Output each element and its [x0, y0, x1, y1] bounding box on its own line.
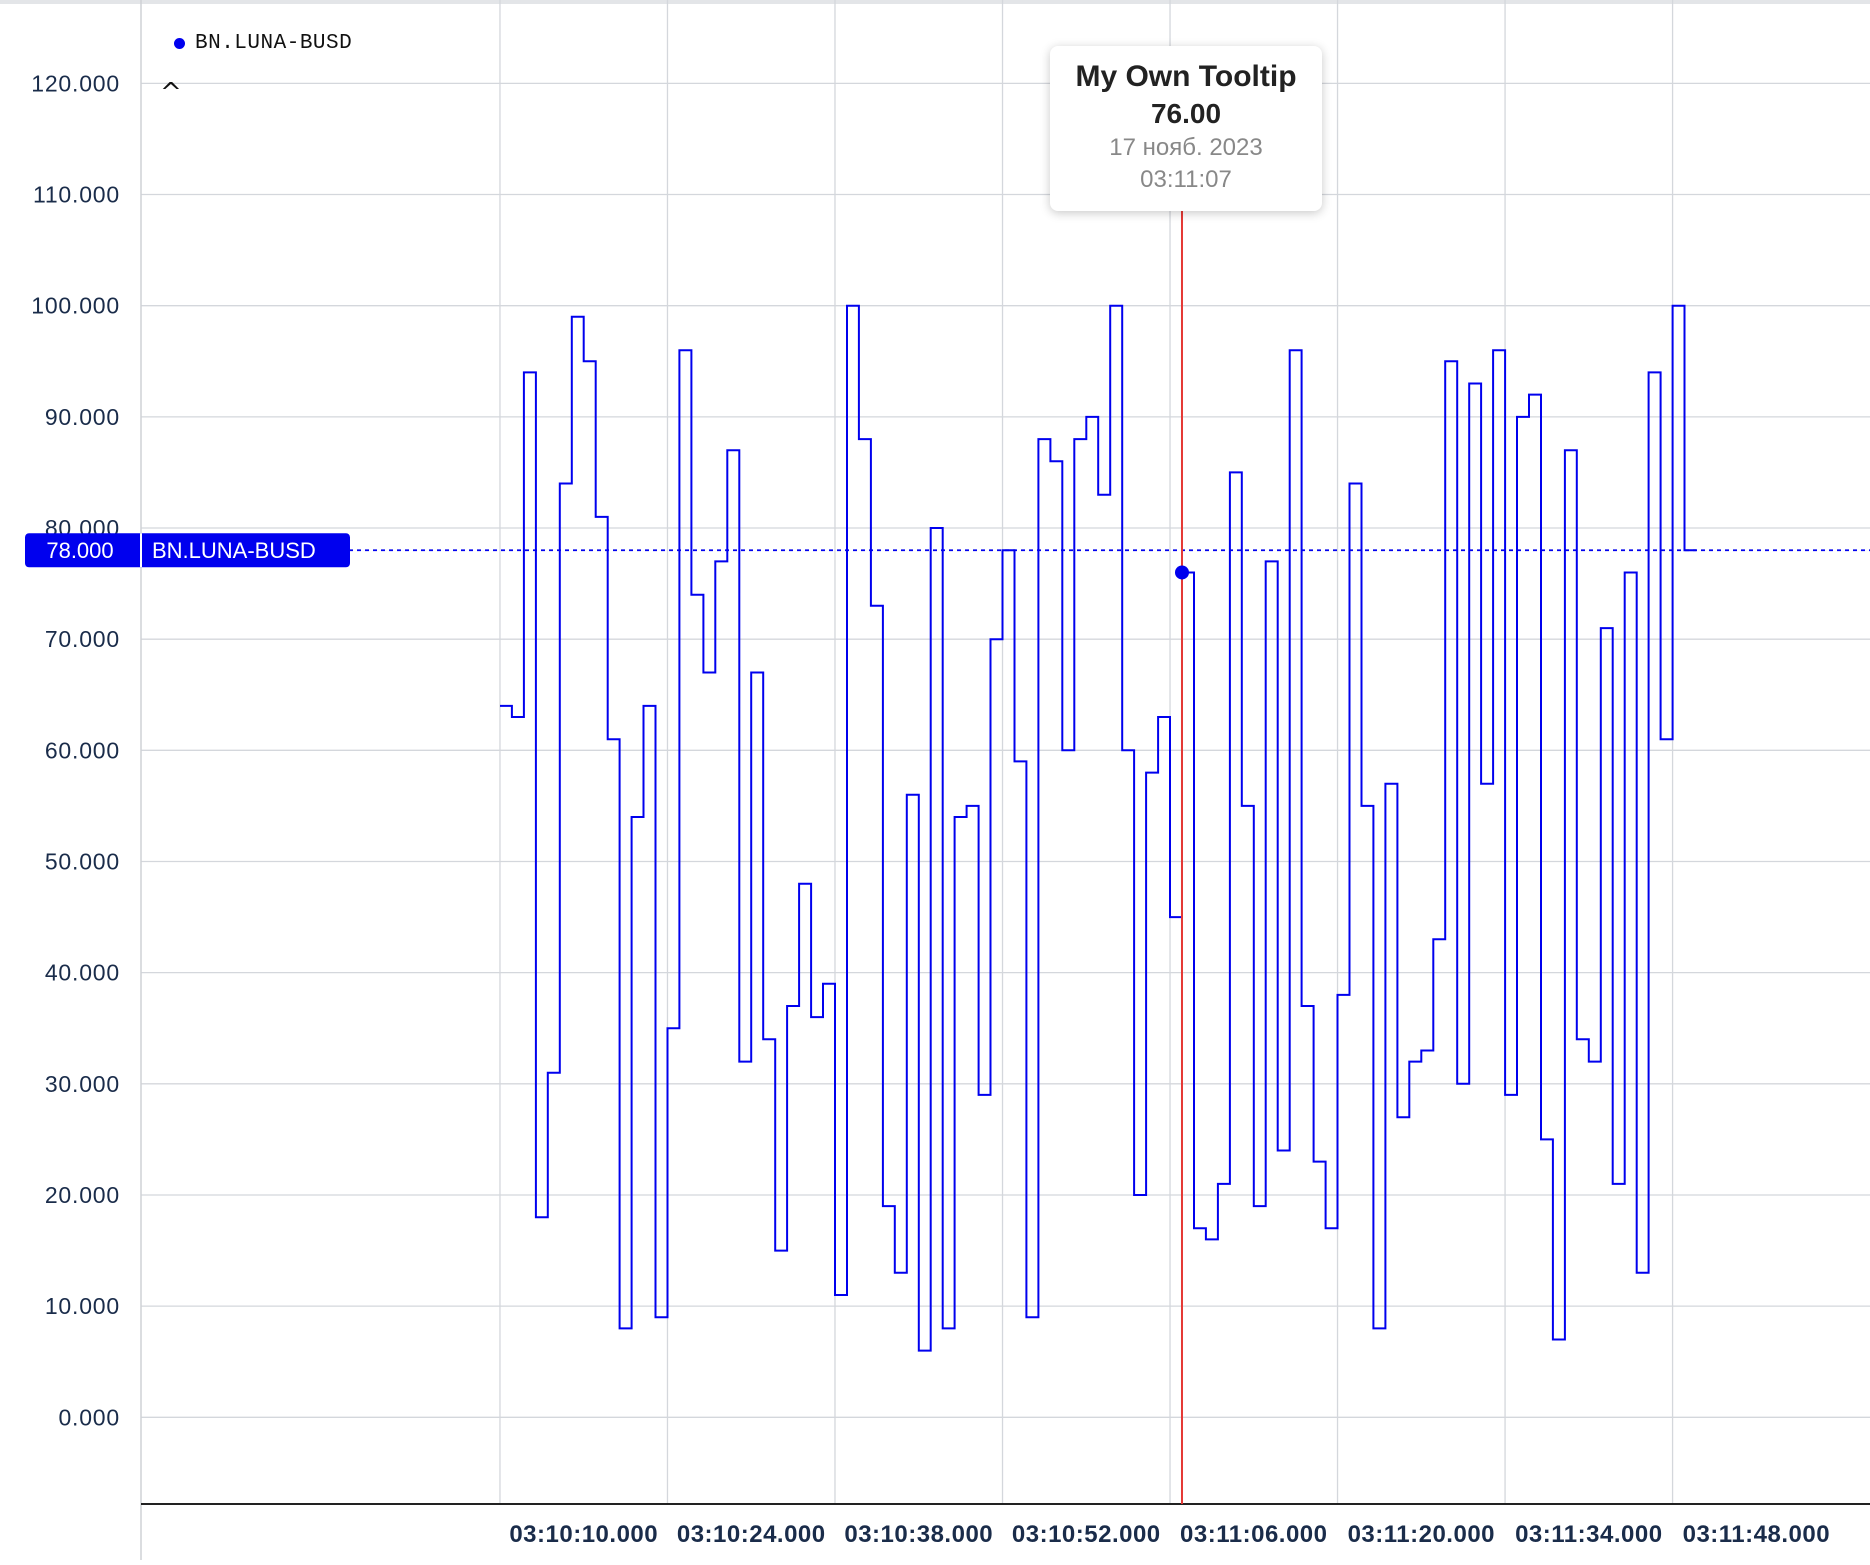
- price-label-background: [25, 533, 350, 568]
- legend-marker: [174, 38, 185, 49]
- y-tick-label: 40.000: [45, 960, 120, 986]
- tooltip-value: 76.00: [1150, 98, 1222, 129]
- tooltip-date: 17 нояб. 2023: [1109, 134, 1263, 161]
- y-tick-label: 70.000: [45, 626, 120, 652]
- x-tick-label: 03:10:10.000: [509, 1521, 658, 1548]
- x-tick-label: 03:11:20.000: [1348, 1521, 1495, 1548]
- y-tick-label: 60.000: [45, 737, 120, 763]
- y-tick-label: 110.000: [33, 182, 120, 208]
- tooltip-time: 03:11:07: [1140, 166, 1232, 193]
- price-label-value: 78.000: [46, 538, 113, 563]
- tooltip: My Own Tooltip 76.00 17 нояб. 2023 03:11…: [1050, 46, 1322, 211]
- crosshair-point: [1174, 565, 1189, 580]
- tooltip-title: My Own Tooltip: [1075, 60, 1297, 93]
- x-tick-label: 03:11:06.000: [1180, 1521, 1327, 1548]
- y-tick-label: 120.000: [31, 70, 120, 96]
- collapse-chevron-icon[interactable]: ^: [160, 78, 182, 108]
- y-tick-label: 0.000: [58, 1404, 120, 1430]
- price-label-name: BN.LUNA-BUSD: [152, 538, 316, 563]
- legend-series-label: BN.LUNA-BUSD: [195, 32, 353, 55]
- y-tick-label: 100.000: [31, 293, 120, 319]
- y-tick-label: 90.000: [45, 404, 120, 430]
- x-tick-label: 03:10:52.000: [1012, 1521, 1161, 1548]
- y-tick-label: 20.000: [45, 1182, 120, 1208]
- series-line: [500, 304, 1697, 1352]
- y-tick-label: 10.000: [45, 1293, 120, 1319]
- y-tick-label: 30.000: [45, 1071, 120, 1097]
- legend[interactable]: BN.LUNA-BUSD: [174, 32, 352, 55]
- x-tick-label: 03:10:24.000: [677, 1521, 826, 1548]
- x-tick-label: 03:11:48.000: [1683, 1521, 1830, 1548]
- x-tick-label: 03:10:38.000: [844, 1521, 993, 1548]
- y-tick-label: 50.000: [45, 848, 120, 874]
- x-tick-label: 03:11:34.000: [1515, 1521, 1662, 1548]
